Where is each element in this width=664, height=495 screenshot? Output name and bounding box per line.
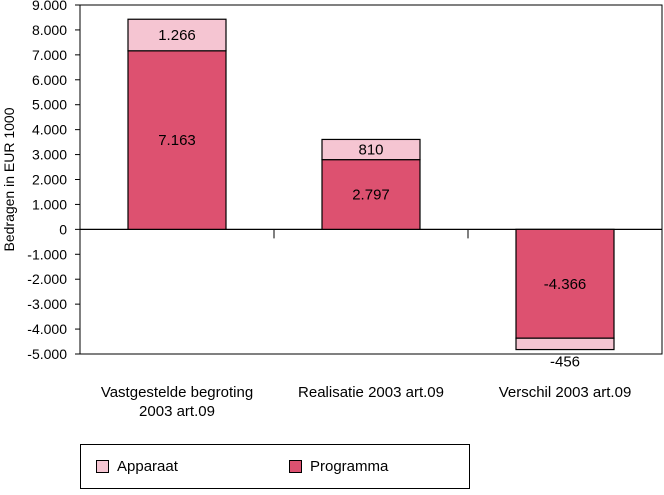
bar-apparaat <box>515 337 615 351</box>
x-category-label: Realisatie 2003 art.09 <box>298 384 444 401</box>
y-axis-title: Bedragen in EUR 1000 <box>1 107 17 251</box>
legend: Apparaat Programma <box>80 444 470 489</box>
y-tick-label: 9.000 <box>32 0 67 13</box>
y-tick-label: 5.000 <box>32 97 67 113</box>
x-category-label: Vastgestelde begroting 2003 art.09 <box>101 384 253 420</box>
data-label-apparaat: -456 <box>550 354 580 371</box>
data-label-programma: -4.366 <box>544 276 587 293</box>
stacked-bar-chart: 9.000 8.000 7.000 6.000 5.000 4.000 3.000 2.000… <box>1 0 663 420</box>
y-tick-label: -4.000 <box>27 321 67 337</box>
y-tick-label: -1.000 <box>27 246 67 262</box>
y-tick-label: 7.000 <box>32 47 67 63</box>
legend-entry-apparaat: Apparaat <box>96 458 178 475</box>
y-tick-label: -5.000 <box>27 346 67 362</box>
legend-swatch-apparaat <box>96 460 109 473</box>
y-tick-label: 6.000 <box>32 72 67 88</box>
y-tick-label: -2.000 <box>27 271 67 287</box>
chart-axes: 9.000 8.000 7.000 6.000 5.000 4.000 3.000 2.000… <box>1 0 663 420</box>
x-category-label: Verschil 2003 art.09 <box>499 384 632 401</box>
data-label-programma: 2.797 <box>352 186 390 203</box>
data-label-apparaat: 810 <box>358 142 383 159</box>
bar-programma <box>127 50 227 230</box>
data-label-apparaat: 1.266 <box>158 27 196 44</box>
bar-programma <box>515 228 615 339</box>
bar-apparaat <box>321 138 421 161</box>
y-tick-label: 4.000 <box>32 122 67 138</box>
y-tick-label: -3.000 <box>27 296 67 312</box>
y-tick-label: 8.000 <box>32 22 67 38</box>
data-label-programma: 7.163 <box>158 132 196 149</box>
y-tick-label: 2.000 <box>32 172 67 188</box>
bar-programma <box>321 159 421 230</box>
y-tick-label: 1.000 <box>32 196 67 212</box>
data-labels: 7.163 1.266 2.797 810 -4.366 -456 <box>158 27 586 371</box>
bar-series <box>127 18 615 351</box>
legend-entry-programma: Programma <box>289 458 388 475</box>
legend-label-apparaat: Apparaat <box>117 458 178 475</box>
y-tick-label: 0 <box>59 221 67 237</box>
y-tick-label: 3.000 <box>32 147 67 163</box>
bar-apparaat <box>127 18 227 52</box>
legend-swatch-programma <box>289 460 302 473</box>
legend-label-programma: Programma <box>310 458 389 475</box>
